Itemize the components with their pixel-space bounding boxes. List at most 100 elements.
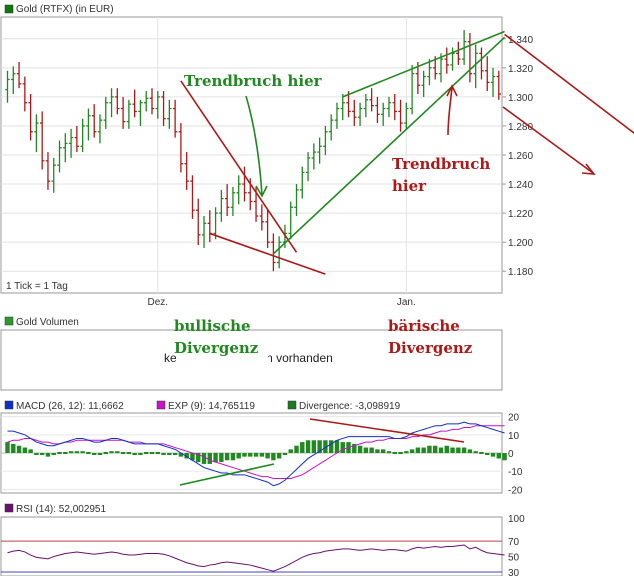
price-bar [363, 93, 369, 118]
macd-histogram-bar [207, 453, 212, 464]
price-bar [340, 93, 345, 121]
macd-histogram-bar [22, 447, 28, 453]
bullish-divergence-line [179, 463, 275, 486]
rsi-legend-swatch [4, 503, 14, 513]
price-bar [74, 125, 80, 153]
macd-histogram-bar [74, 451, 80, 454]
macd-line [7, 421, 505, 487]
macd-histogram-bar [404, 451, 409, 454]
macd-histogram-bar [305, 440, 311, 453]
price-bar [300, 166, 305, 199]
macd-histogram [5, 440, 507, 464]
price-bar [438, 53, 444, 83]
macd-histogram-bar [63, 452, 68, 454]
macd-histogram-bar [16, 445, 22, 453]
macd-histogram-bar [28, 449, 33, 453]
price-bar [155, 91, 160, 119]
macd-histogram-bar [369, 447, 374, 453]
price-bar [34, 114, 39, 153]
macd-histogram-bar [144, 452, 149, 454]
price-bar [259, 204, 265, 231]
annotation-bullische: bullische [174, 317, 251, 335]
macd-histogram-bar [161, 453, 166, 455]
macd-histogram-bar [381, 449, 386, 453]
rsi-plot-frame [0, 516, 503, 576]
price-bar [63, 133, 68, 163]
macd-histogram-bar [265, 453, 270, 459]
price-bar [16, 62, 22, 89]
macd-histogram-bar [86, 452, 91, 454]
price-x-ticks: Dez.Jan.Feb. [147, 297, 634, 308]
macd-histogram-bar [115, 451, 120, 454]
rsi-panel: RSI (14): 52,002951 100 70 50 30 [0, 503, 525, 576]
price-bar [288, 201, 293, 240]
macd-histogram-bar [473, 451, 478, 454]
price-bar [305, 152, 311, 182]
price-bar [427, 59, 432, 86]
price-bar [196, 198, 201, 246]
price-bar [92, 104, 97, 138]
rsi-legend-label: RSI (14): 52,002951 [16, 504, 106, 515]
price-panel: Gold (RTFX) (in EUR) 1.340 1.320 1.300 1.28… [0, 4, 634, 308]
macd-histogram-bar [126, 452, 132, 454]
macd-histogram-bar [485, 453, 490, 455]
macd-y-tick-label: 20 [508, 413, 520, 424]
price-bar [404, 102, 409, 129]
macd-histogram-bar [288, 449, 293, 453]
price-x-tick-label: Dez. [147, 297, 168, 308]
price-bar [138, 99, 143, 126]
macd-histogram-bar [282, 453, 288, 455]
macd-histogram-bar [45, 453, 51, 457]
macd-histogram-bar [450, 447, 455, 453]
exp-legend-swatch [156, 400, 166, 410]
price-bar [161, 91, 166, 126]
macd-histogram-bar [213, 453, 218, 463]
macd-histogram-bar [456, 447, 461, 453]
macd-histogram-bar [502, 453, 507, 461]
macd-histogram-bar [120, 452, 126, 454]
macd-histogram-bar [276, 453, 282, 459]
macd-histogram-bar [340, 442, 345, 453]
exp-legend-label: EXP (9): 14,765119 [168, 401, 255, 412]
macd-y-tick-label: 0 [508, 449, 514, 460]
volume-panel: Gold Volumen keine Volumendaten vorhande… [0, 316, 503, 391]
price-bar [68, 128, 74, 158]
volume-message-cover [176, 350, 268, 366]
macd-histogram-bar [68, 451, 74, 454]
macd-histogram-bar [196, 453, 201, 463]
macd-histogram-bar [479, 452, 484, 454]
macd-histogram-bar [352, 443, 357, 453]
annotation-divergenz-red: Divergenz [388, 339, 473, 357]
price-bar [132, 89, 137, 118]
divergence-legend-label: Divergence: -3,098919 [299, 401, 401, 412]
price-bar [276, 236, 282, 269]
price-y-ticks: 1.340 1.320 1.300 1.280 1.260 1.240 1.220 1.200… [502, 35, 533, 278]
macd-histogram-bar [80, 451, 85, 454]
macd-histogram-bar [259, 453, 265, 457]
macd-histogram-bar [109, 451, 114, 454]
price-bar [178, 123, 184, 173]
green-arrow [245, 95, 268, 198]
rsi-y-tick-label: 30 [508, 568, 520, 576]
macd-y-ticks: 20 10 0 -10 -20 [508, 413, 523, 497]
macd-histogram-bar [57, 452, 62, 454]
price-bar [381, 102, 386, 126]
price-bar [467, 32, 473, 83]
macd-histogram-bar [132, 453, 137, 455]
red-arrow-projection [502, 106, 596, 175]
macd-histogram-bar [11, 443, 16, 453]
price-bar [323, 125, 328, 155]
macd-legend-label: MACD (26, 12): 11,6662 [16, 401, 124, 412]
projection-line [502, 106, 594, 174]
price-bar [201, 216, 207, 248]
price-bar [236, 175, 241, 205]
macd-legend-swatch [4, 400, 14, 410]
price-bar [11, 66, 16, 94]
rsi-y-tick-label: 50 [508, 553, 520, 564]
price-y-tick-label: 1.220 [508, 209, 533, 220]
price-y-tick-label: 1.260 [508, 151, 533, 162]
rsi-y-tick-label: 100 [508, 514, 525, 525]
macd-y-tick-label: 10 [508, 431, 520, 442]
macd-histogram-bar [190, 453, 195, 461]
